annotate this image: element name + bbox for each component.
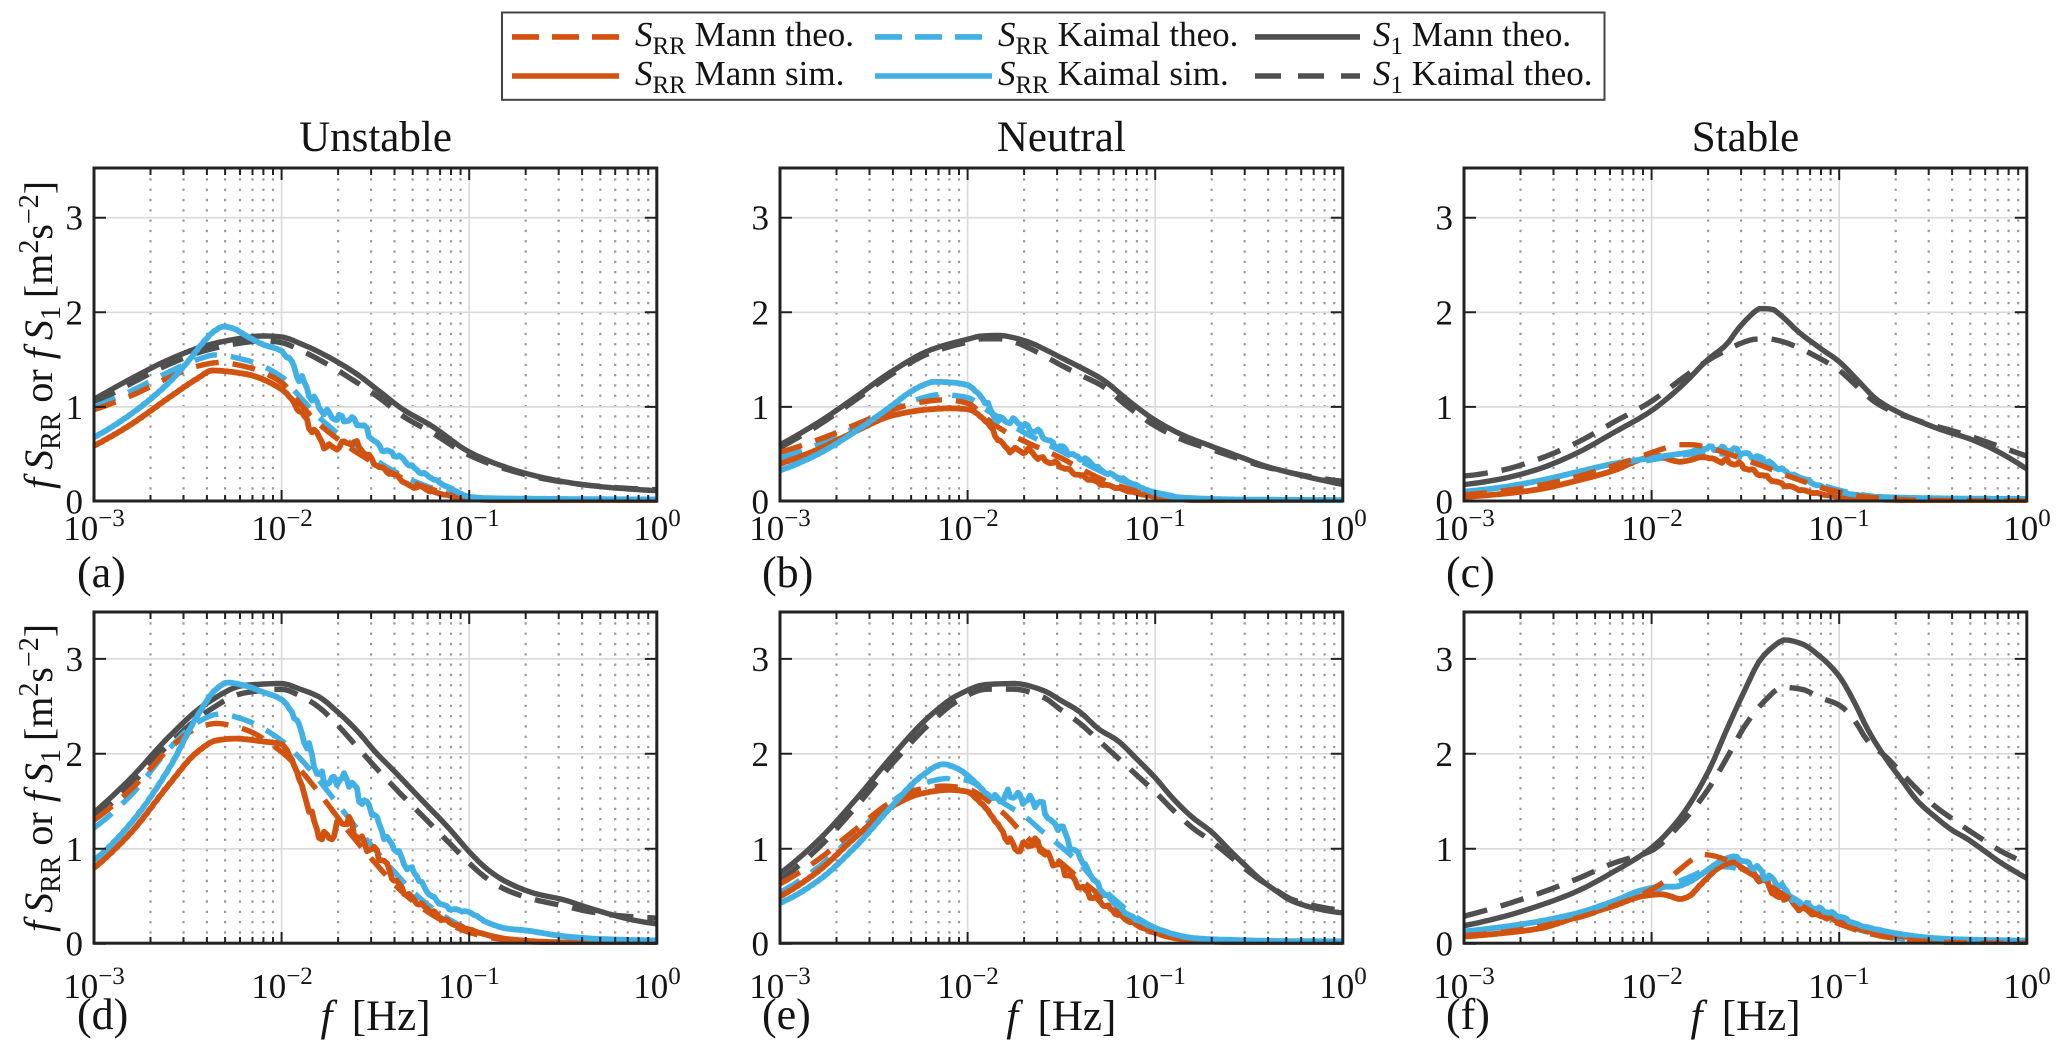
- svg-text:3: 3: [752, 199, 770, 238]
- svg-text:1: 1: [66, 830, 84, 869]
- svg-text:1: 1: [752, 830, 770, 869]
- svg-text:0: 0: [66, 925, 84, 964]
- svg-text:0: 0: [1436, 483, 1454, 522]
- svg-text:Unstable: Unstable: [299, 114, 452, 161]
- svg-text:(c): (c): [1446, 548, 1495, 597]
- svg-text:SRR Mann theo.: SRR Mann theo.: [635, 15, 854, 60]
- svg-text:10−2: 10−2: [937, 963, 999, 1006]
- svg-text:f SRR or f S1 [m2s−2]: f SRR or f S1 [m2s−2]: [14, 624, 67, 932]
- svg-text:2: 2: [752, 735, 770, 774]
- svg-text:SRR Mann sim.: SRR Mann sim.: [635, 54, 844, 99]
- svg-text:f SRR or f S1 [m2s−2]: f SRR or f S1 [m2s−2]: [14, 181, 67, 489]
- svg-text:3: 3: [66, 640, 84, 679]
- svg-text:10−3: 10−3: [63, 505, 125, 548]
- svg-text:3: 3: [66, 199, 84, 238]
- svg-text:f [Hz]: f [Hz]: [1690, 993, 1800, 1040]
- svg-text:0: 0: [752, 483, 770, 522]
- svg-text:S1 Kaimal theo.: S1 Kaimal theo.: [1373, 54, 1593, 99]
- svg-text:3: 3: [752, 640, 770, 679]
- svg-text:(e): (e): [762, 990, 811, 1039]
- svg-text:f [Hz]: f [Hz]: [320, 993, 430, 1040]
- svg-text:Stable: Stable: [1692, 114, 1799, 161]
- svg-text:2: 2: [66, 293, 84, 332]
- svg-text:100: 100: [633, 963, 681, 1006]
- svg-text:SRR Kaimal sim.: SRR Kaimal sim.: [998, 54, 1229, 99]
- svg-text:1: 1: [1436, 388, 1454, 427]
- svg-text:0: 0: [1436, 925, 1454, 964]
- svg-text:2: 2: [752, 293, 770, 332]
- svg-text:f [Hz]: f [Hz]: [1006, 993, 1116, 1040]
- svg-text:S1 Mann theo.: S1 Mann theo.: [1373, 15, 1571, 60]
- svg-text:Neutral: Neutral: [997, 114, 1126, 161]
- svg-text:3: 3: [1436, 199, 1454, 238]
- svg-text:3: 3: [1436, 640, 1454, 679]
- svg-text:(b): (b): [762, 548, 813, 597]
- svg-text:10−1: 10−1: [438, 505, 500, 548]
- svg-text:2: 2: [1436, 735, 1454, 774]
- svg-text:1: 1: [752, 388, 770, 427]
- svg-text:10−1: 10−1: [1808, 505, 1870, 548]
- svg-text:(a): (a): [77, 548, 126, 597]
- svg-text:10−3: 10−3: [1433, 963, 1495, 1006]
- svg-text:10−3: 10−3: [1433, 505, 1495, 548]
- svg-text:2: 2: [66, 735, 84, 774]
- svg-text:2: 2: [1436, 293, 1454, 332]
- svg-text:SRR Kaimal theo.: SRR Kaimal theo.: [998, 15, 1238, 60]
- svg-text:1: 1: [1436, 830, 1454, 869]
- svg-text:(f): (f): [1446, 990, 1490, 1039]
- svg-text:0: 0: [752, 925, 770, 964]
- svg-text:10−2: 10−2: [251, 963, 313, 1006]
- svg-text:(d): (d): [77, 990, 128, 1039]
- svg-text:0: 0: [66, 483, 84, 522]
- svg-text:1: 1: [66, 388, 84, 427]
